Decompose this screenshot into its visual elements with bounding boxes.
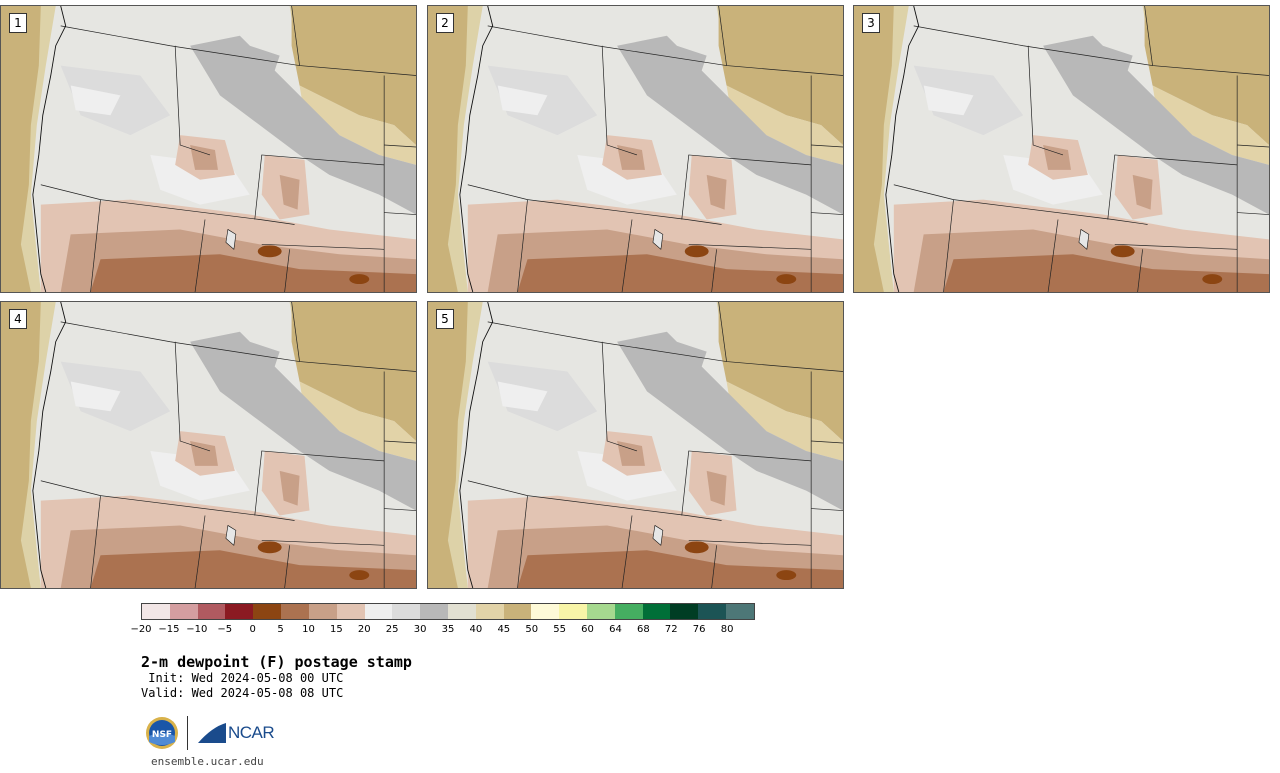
colorbar-swatch [503,604,532,619]
ncar-logo-icon [198,723,226,743]
colorbar-tick-label: 40 [469,624,483,635]
colorbar-tick-label: 55 [553,624,566,635]
colorbar-swatch [559,604,587,619]
colorbar-swatch [253,604,282,619]
colorbar-swatch [308,604,337,619]
colorbar-swatch [420,604,448,619]
colorbar-swatch [225,604,254,619]
colorbar-swatch [447,604,476,619]
logos: NSF NCAR [145,714,275,752]
colorbar-swatch [364,604,393,619]
chart-title: 2-m dewpoint (F) postage stamp [141,653,412,671]
colorbar-tick-label: 64 [609,624,622,635]
colorbar-swatch [642,604,671,619]
colorbar-swatch [587,604,615,619]
colorbar-tick-label: 0 [249,624,256,635]
colorbar-swatch [392,604,421,619]
colorbar-tick-label: 5 [277,624,284,635]
dewpoint-map [854,6,1269,292]
init-time: Init: Wed 2024-05-08 00 UTC [141,671,344,685]
member-label: 5 [436,309,454,329]
member-label: 2 [436,13,454,33]
member-label: 3 [862,13,880,33]
colorbar-ticks: −20 −15 −10 −5 0 5 10 15 20 25 30 35 40 45 50 55 60 64 68 7… [130,624,755,638]
colorbar-tick-label: 25 [385,624,399,635]
colorbar-tick-label: 35 [441,624,455,635]
colorbar-tick-label: 80 [720,624,734,635]
colorbar-tick-label: 72 [664,624,678,635]
map-panel-2: 2 [427,5,844,293]
colorbar-tick-label: 30 [413,624,427,635]
colorbar-tick-label: −5 [217,624,233,635]
colorbar-swatch [726,604,754,619]
colorbar-tick-label: 45 [497,624,511,635]
member-label: 1 [9,13,27,33]
valid-time: Valid: Wed 2024-05-08 08 UTC [141,686,344,700]
dewpoint-map [1,6,416,292]
colorbar-swatch [197,604,226,619]
colorbar-swatch [475,604,504,619]
dewpoint-map [1,302,416,588]
svg-text:NSF: NSF [152,730,172,740]
colorbar-swatch [531,604,560,619]
colorbar-tick-label: 60 [581,624,594,635]
map-panel-1: 1 [0,5,417,293]
colorbar-swatch [614,604,643,619]
colorbar-swatch [336,604,365,619]
colorbar-tick-label: 76 [692,624,706,635]
colorbar-tick-label: −20 [130,624,152,635]
map-panel-5: 5 [427,301,844,589]
colorbar-tick-label: 15 [329,624,343,635]
colorbar [141,603,755,620]
member-label: 4 [9,309,27,329]
map-panel-4: 4 [0,301,417,589]
colorbar-tick-label: 20 [357,624,371,635]
site-url: ensemble.ucar.edu [151,755,264,768]
colorbar-swatch [142,604,170,619]
map-panel-3: 3 [853,5,1270,293]
colorbar-tick-label: −10 [186,624,208,635]
dewpoint-map [428,6,843,292]
colorbar-swatch [698,604,727,619]
dewpoint-map [428,302,843,588]
colorbar-swatch [169,604,198,619]
logo-divider [187,716,188,750]
colorbar-tick-label: 50 [525,624,539,635]
colorbar-swatch [281,604,309,619]
colorbar-tick-label: −15 [158,624,180,635]
colorbar-tick-label: 68 [636,624,650,635]
nsf-seal-icon: NSF [146,717,178,749]
ncar-wordmark: NCAR [228,723,275,742]
colorbar-swatch [670,604,699,619]
colorbar-tick-label: 10 [302,624,315,635]
